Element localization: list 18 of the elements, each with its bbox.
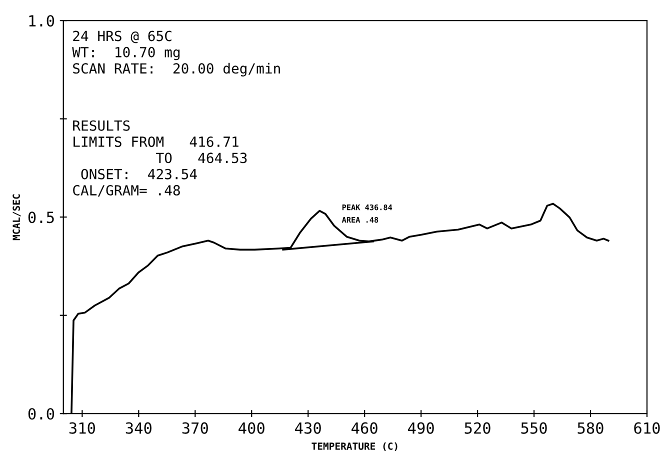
x-tick-label: 550 [521,422,547,434]
x-tick-label: 520 [464,422,490,434]
y-tick-label: 0.5 [28,212,54,224]
annotation: RESULTS LIMITS FROM 416.71 TO 464.53 ONSET: 423.54 CAL/GRAM= .48 [73,120,247,197]
y-axis-title: MCAL/SEC [12,194,21,240]
x-axis-title: TEMPERATURE (C) [312,442,398,452]
x-tick-label: 370 [182,422,208,434]
x-tick-label: 310 [69,422,95,434]
x-tick-label: 430 [295,422,321,434]
x-tick-label: 490 [408,422,434,434]
x-tick-label: 460 [352,422,378,434]
x-tick-label: 610 [634,422,660,434]
x-tick-label: 340 [126,422,152,434]
x-tick-label: 580 [578,422,604,434]
annotation: 24 HRS @ 65C WT: 10.70 mg SCAN RATE: 20.00 deg/min [72,30,280,76]
x-tick-label: 400 [238,422,264,434]
y-tick-label: 0.0 [28,408,54,420]
y-tick-label: 1.0 [29,15,54,27]
